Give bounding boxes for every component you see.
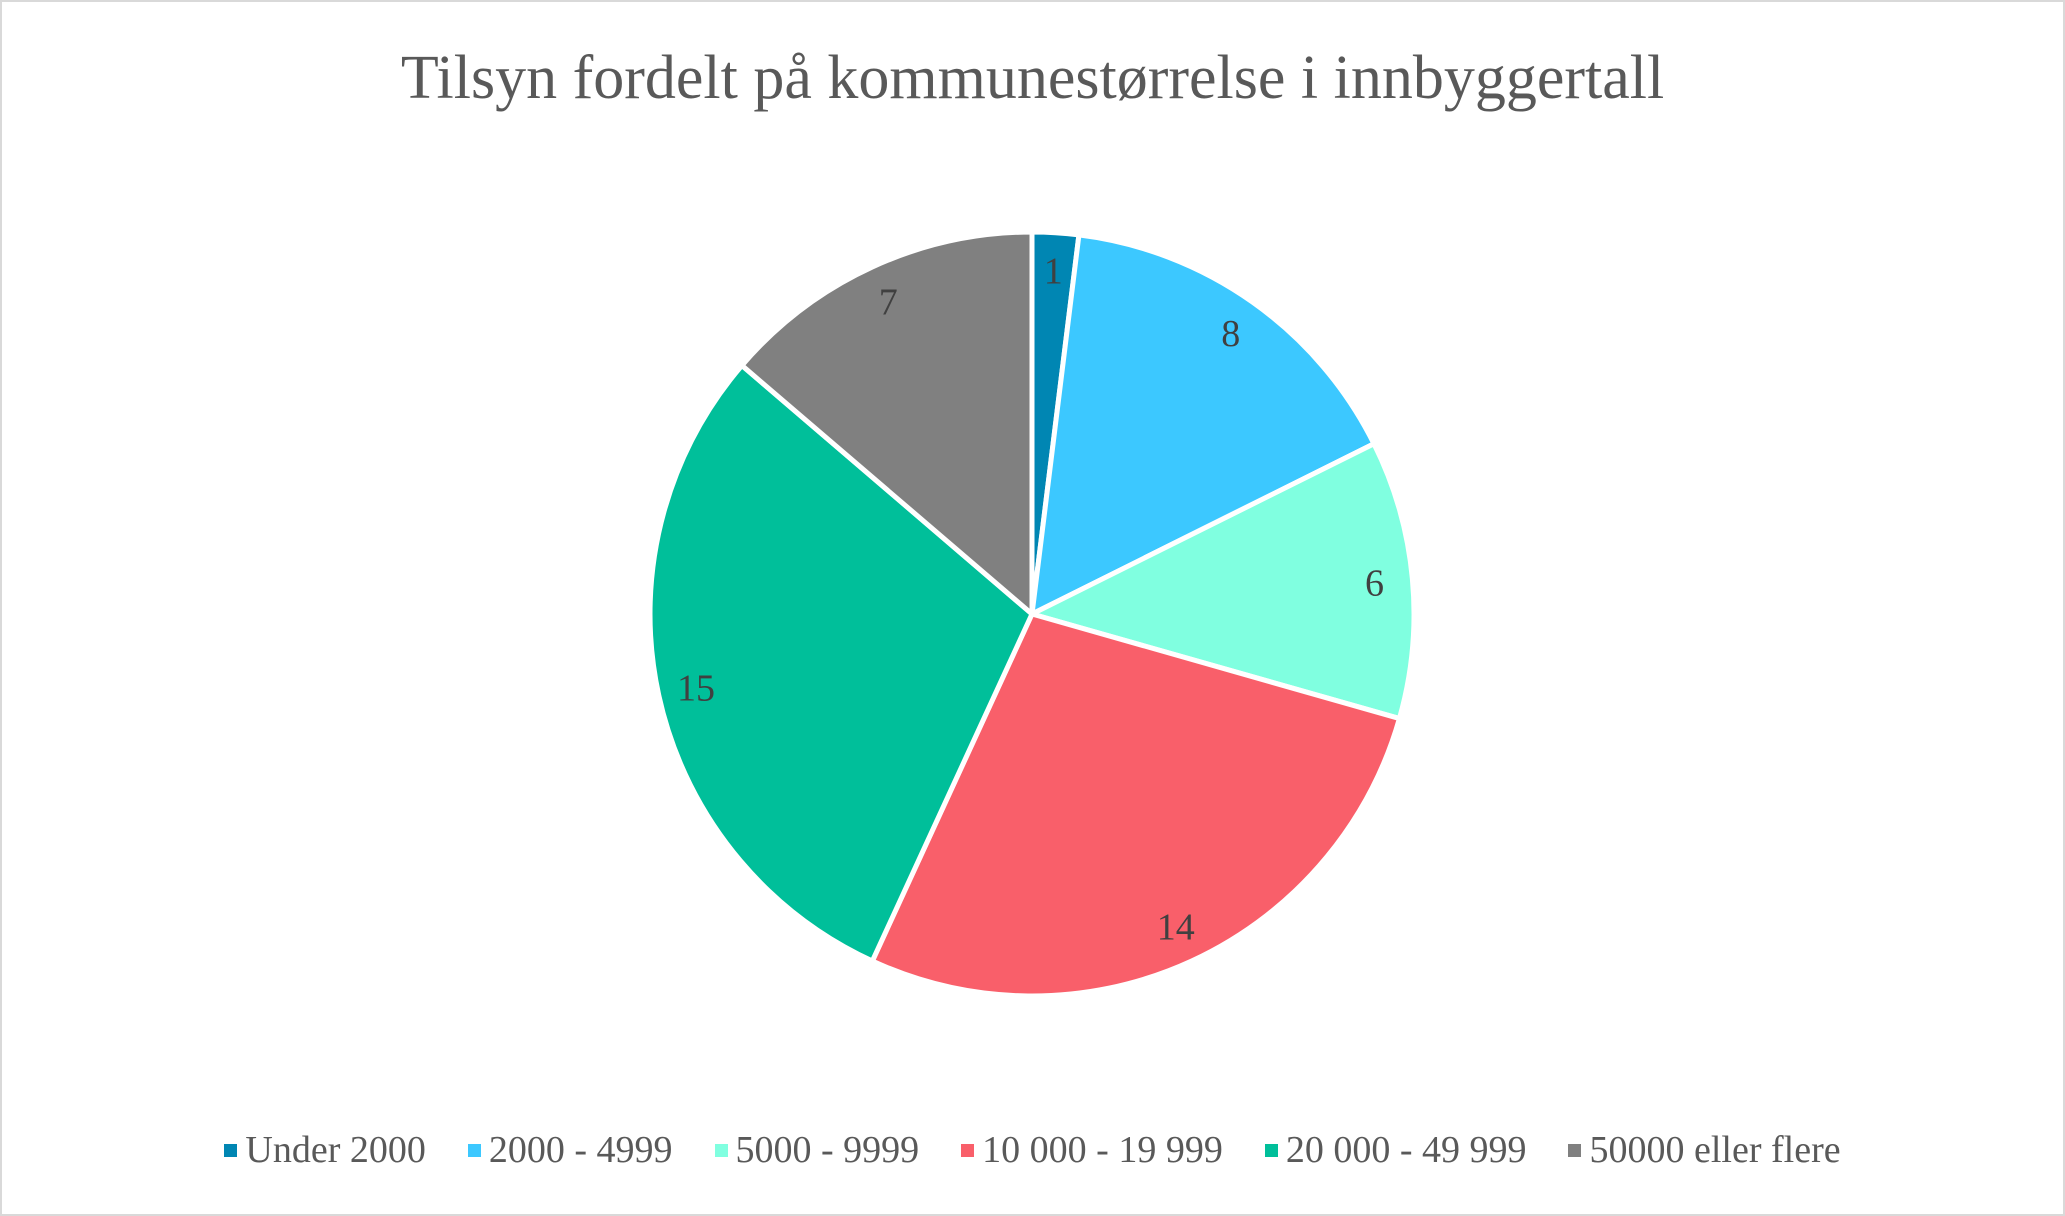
pie-slice-10000-19999[interactable] [869, 611, 1402, 999]
chart-title: Tilsyn fordelt på kommunestørrelse i inn… [400, 44, 1665, 112]
legend-label: 10 000 - 19 999 [982, 1129, 1223, 1171]
legend-item-under-2000[interactable]: Under 2000 [224, 1128, 426, 1172]
data-label-50000-plus: 7 [879, 282, 898, 324]
data-label-5000-9999: 6 [1365, 562, 1384, 604]
legend-item-5000-9999[interactable]: 5000 - 9999 [714, 1128, 920, 1172]
data-label-20000-49999: 15 [677, 668, 715, 710]
legend-marker-icon [1568, 1143, 1582, 1157]
legend-label: 50000 eller flere [1589, 1129, 1841, 1171]
legend-label: 5000 - 9999 [735, 1129, 920, 1171]
pie-slice-20000-49999[interactable] [647, 362, 1035, 964]
pie-slice-50000-plus[interactable] [739, 229, 1035, 617]
legend-marker-icon [467, 1143, 481, 1157]
legend-item-10000-19999[interactable]: 10 000 - 19 999 [961, 1128, 1223, 1172]
legend-label: 2000 - 4999 [488, 1129, 673, 1171]
data-label-10000-19999: 14 [1157, 907, 1195, 949]
legend-marker-icon [961, 1143, 975, 1157]
data-label-2000-4999: 8 [1221, 313, 1240, 355]
legend-item-20000-49999[interactable]: 20 000 - 49 999 [1264, 1128, 1527, 1172]
pie-slice-2000-4999[interactable] [1029, 232, 1377, 617]
legend-label: 20 000 - 49 999 [1285, 1129, 1527, 1171]
chart-legend: Under 2000 2000 - 4999 5000 - 9999 10 00… [0, 1124, 2065, 1176]
legend-label: Under 2000 [245, 1129, 426, 1171]
data-label-under-2000: 1 [1044, 251, 1063, 293]
legend-marker-icon [224, 1143, 238, 1157]
pie-slice-5000-9999[interactable] [1029, 441, 1417, 722]
legend-marker-icon [1264, 1143, 1278, 1157]
legend-item-2000-4999[interactable]: 2000 - 4999 [467, 1128, 673, 1172]
legend-item-50000-plus[interactable]: 50000 eller flere [1568, 1128, 1841, 1172]
legend-marker-icon [714, 1143, 728, 1157]
